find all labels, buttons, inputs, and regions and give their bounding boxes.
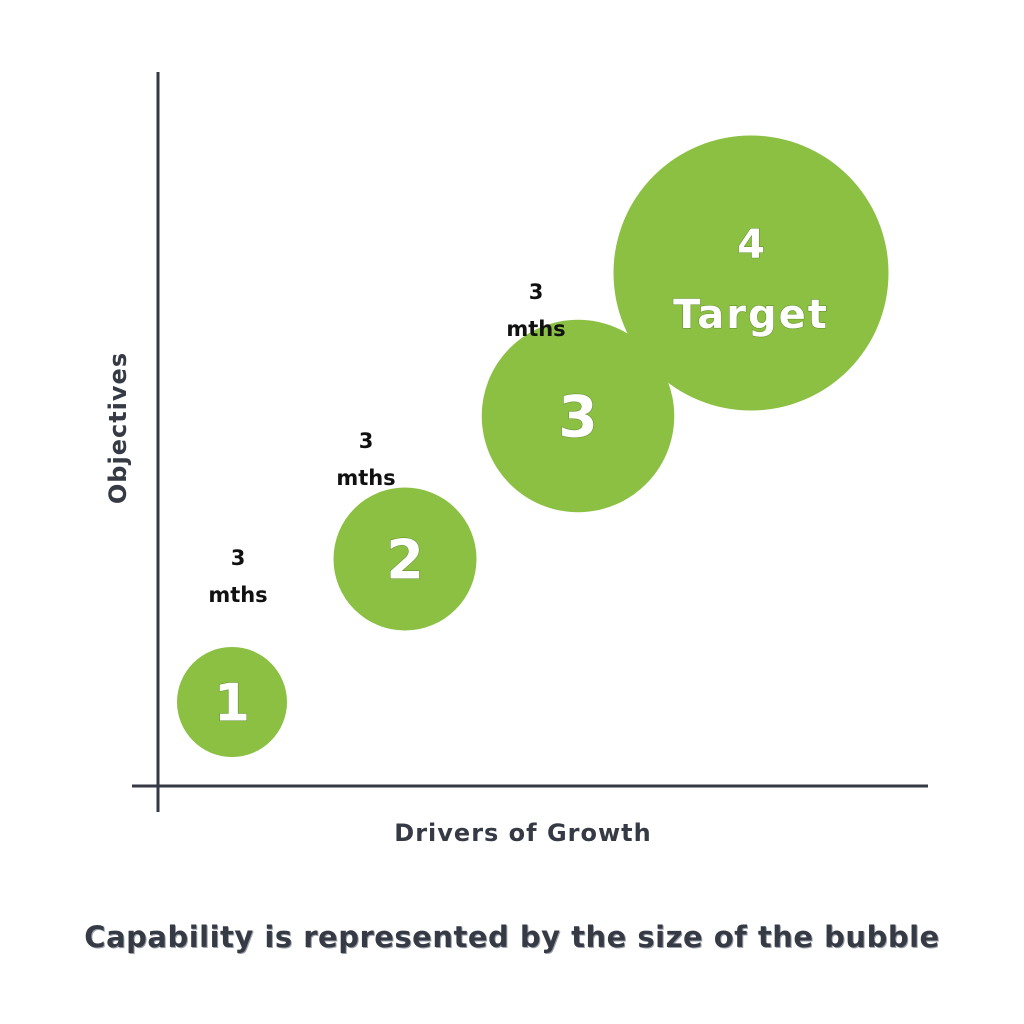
bubble-4: [613, 135, 889, 411]
bubbles-group: 1 2 3 4 Target: [177, 135, 889, 757]
x-axis-title: Drivers of Growth: [394, 819, 651, 847]
gap-label-3-unit: mths: [506, 317, 565, 341]
bubble-2-label: 2: [386, 528, 424, 591]
bubble-2: [333, 487, 477, 631]
gap-label-2-unit: mths: [336, 466, 395, 490]
bubble-4-label: 4: [737, 222, 765, 268]
chart-caption: Capability is represented by the size of…: [84, 920, 940, 954]
y-axis-title: Objectives: [104, 352, 132, 504]
gap-label-1-unit: mths: [208, 583, 267, 607]
gap-label-3-value: 3: [529, 280, 544, 304]
gap-label-1-value: 3: [231, 546, 246, 570]
bubble-1-label: 1: [214, 674, 250, 734]
bubble-4-sublabel: Target: [673, 292, 829, 338]
gap-labels-group: 3 mths 3 mths 3 mths: [208, 280, 565, 607]
gap-label-2-value: 3: [359, 429, 374, 453]
bubble-1: [177, 647, 287, 757]
bubble-3: [481, 319, 675, 513]
bubble-3-label: 3: [558, 385, 598, 451]
